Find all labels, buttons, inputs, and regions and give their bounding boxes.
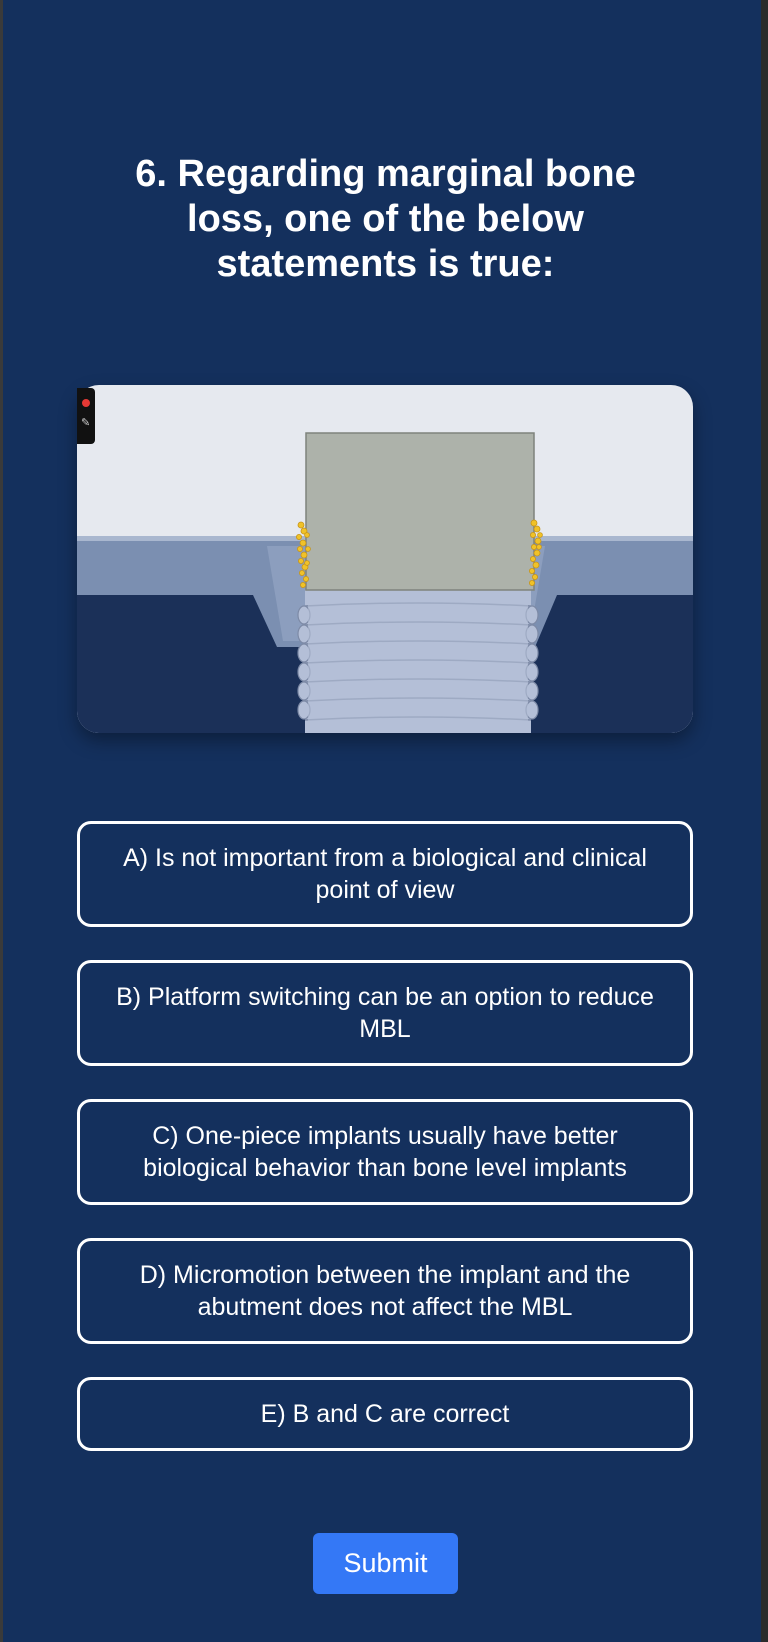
dental-implant-illustration-icon: [77, 385, 693, 733]
pen-icon[interactable]: ✎: [81, 417, 91, 429]
option-a-label: A) Is not important from a biological an…: [123, 844, 647, 904]
option-b-button[interactable]: B) Platform switching can be an option t…: [77, 960, 693, 1066]
option-d-label: D) Micromotion between the implant and t…: [139, 1261, 631, 1321]
submit-button[interactable]: Submit: [313, 1533, 458, 1594]
implant-illustration: [77, 385, 693, 733]
record-dot-icon[interactable]: [82, 399, 90, 407]
screen-recorder-widget[interactable]: ✎: [77, 388, 95, 444]
question-title: 6. Regarding marginal bone loss, one of …: [135, 153, 636, 285]
option-d-button[interactable]: D) Micromotion between the implant and t…: [77, 1238, 693, 1344]
answer-options: A) Is not important from a biological an…: [77, 821, 693, 1484]
option-c-button[interactable]: C) One-piece implants usually have bette…: [77, 1099, 693, 1205]
option-e-label: E) B and C are correct: [260, 1400, 510, 1428]
option-c-label: C) One-piece implants usually have bette…: [143, 1122, 627, 1182]
implant-threads: [297, 590, 539, 733]
option-e-button[interactable]: E) B and C are correct: [77, 1377, 693, 1451]
window-edge: [761, 0, 768, 1642]
option-a-button[interactable]: A) Is not important from a biological an…: [77, 821, 693, 927]
option-b-label: B) Platform switching can be an option t…: [116, 983, 654, 1043]
